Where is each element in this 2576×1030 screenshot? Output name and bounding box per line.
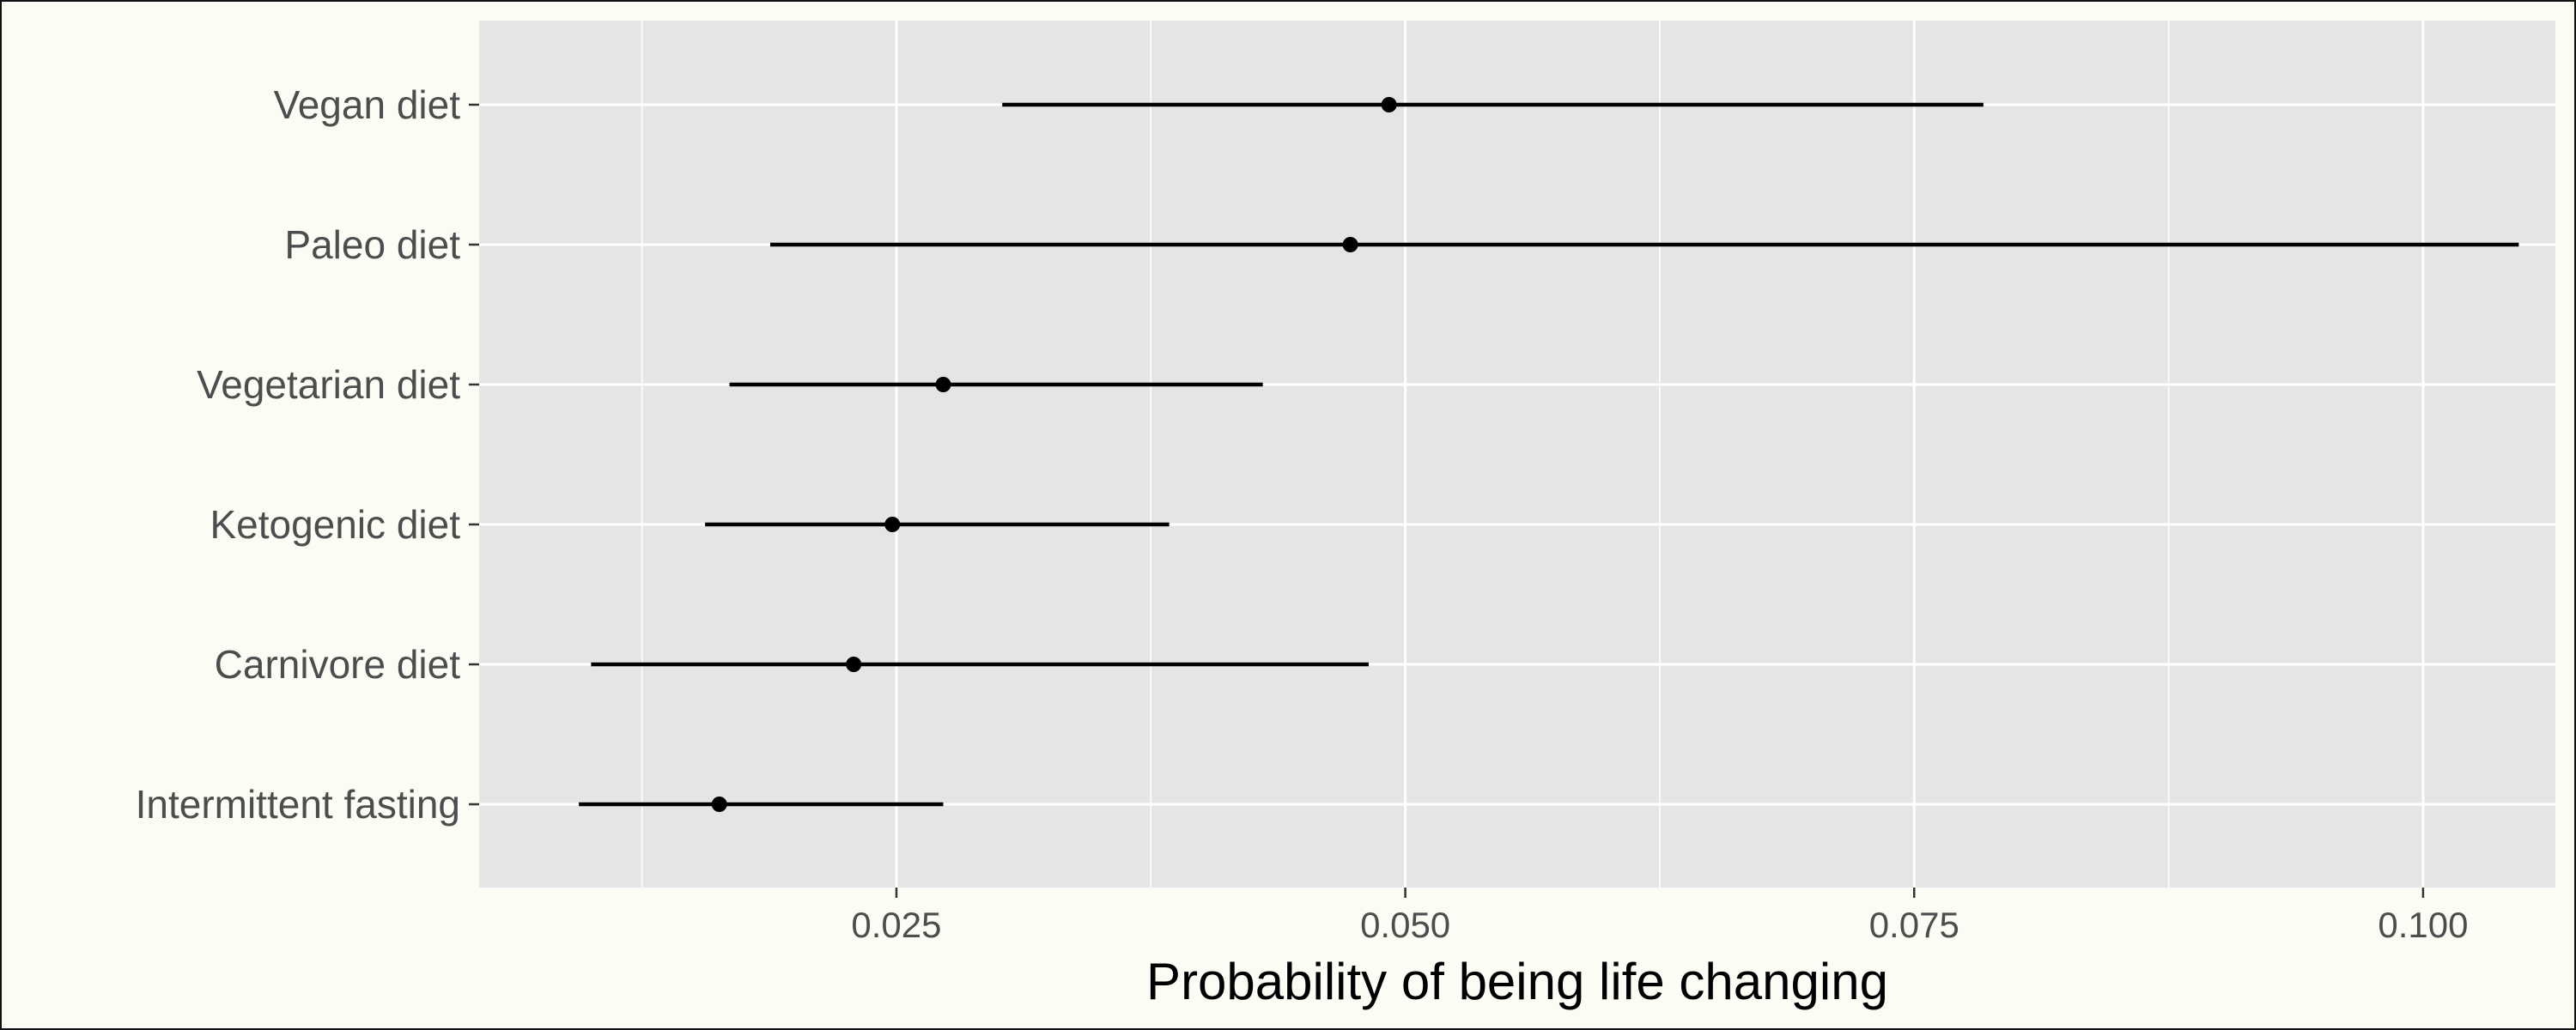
y-tick-label: Vegetarian diet bbox=[197, 362, 460, 407]
estimate-point bbox=[884, 517, 901, 532]
y-tick-label: Paleo diet bbox=[284, 222, 460, 267]
x-axis-title: Probability of being life changing bbox=[1146, 953, 1888, 1010]
x-tick-label: 0.025 bbox=[851, 905, 941, 945]
estimate-point bbox=[846, 657, 862, 672]
y-axis: Vegan diet Paleo diet Vegetarian diet Ketog… bbox=[136, 82, 479, 827]
x-tick-label: 0.050 bbox=[1360, 905, 1450, 945]
x-axis: 0.025 0.050 0.075 0.100 bbox=[851, 888, 2468, 945]
y-tick-label: Ketogenic diet bbox=[210, 502, 460, 547]
estimate-point bbox=[711, 797, 727, 812]
y-tick-label: Vegan diet bbox=[274, 82, 461, 127]
estimate-point bbox=[935, 377, 951, 392]
plot-panel bbox=[479, 21, 2555, 888]
data-marks bbox=[579, 97, 2519, 812]
x-tick-label: 0.075 bbox=[1869, 905, 1959, 945]
x-tick-label: 0.100 bbox=[2378, 905, 2468, 945]
grid-minor bbox=[641, 21, 2170, 888]
y-tick-label: Carnivore diet bbox=[215, 642, 461, 687]
estimate-point bbox=[1381, 97, 1397, 112]
y-tick-label: Intermittent fasting bbox=[136, 782, 460, 827]
estimate-point bbox=[1342, 237, 1358, 252]
